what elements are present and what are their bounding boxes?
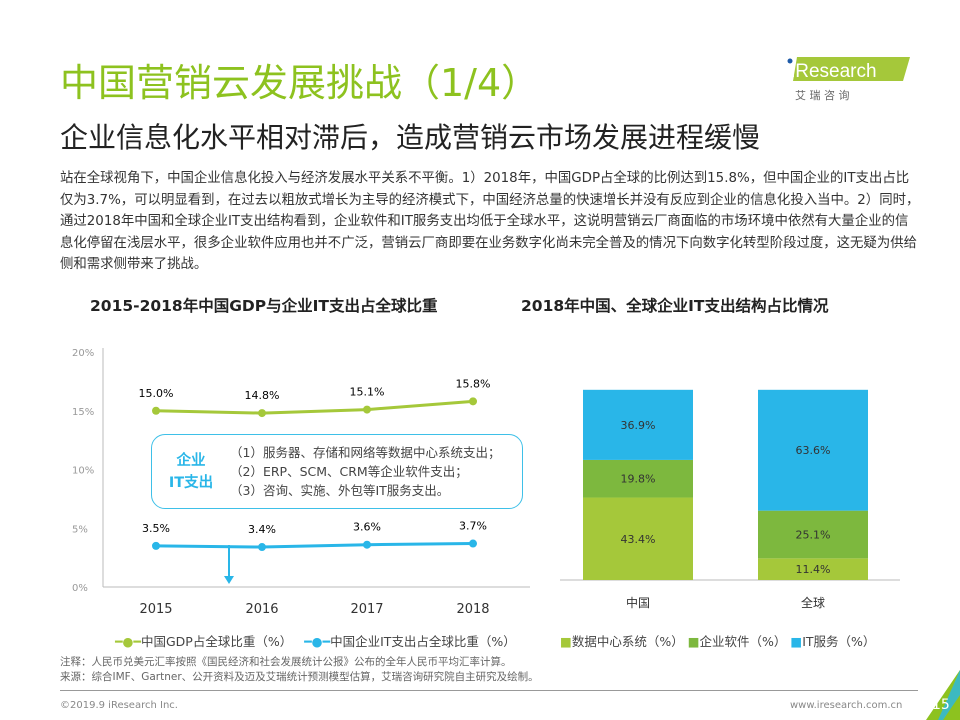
bar-label: 43.4% xyxy=(621,533,656,546)
x-tick-label: 2018 xyxy=(456,602,489,617)
bar-label: 19.8% xyxy=(621,473,656,486)
it-spending-infobox: 企业 IT支出 （1）服务器、存储和网络等数据中心系统支出； （2）ERP、SCM… xyxy=(151,434,523,509)
data-point xyxy=(469,539,477,548)
bar-segment xyxy=(583,497,693,580)
data-label: 3.6% xyxy=(353,521,381,534)
infobox-head-1: 企业 xyxy=(176,453,206,469)
page-title: 中国营销云发展挑战（1/4） xyxy=(60,61,540,105)
legend-square-icon: ■ xyxy=(790,634,803,649)
bar-segment xyxy=(583,389,693,460)
data-label: 15.8% xyxy=(456,377,491,390)
data-label: 3.5% xyxy=(142,522,170,535)
y-tick-label: 20% xyxy=(72,348,94,359)
logo-cn: 艾 瑞 咨 询 xyxy=(795,88,850,102)
data-point xyxy=(363,405,371,414)
data-label: 3.7% xyxy=(459,520,487,533)
bar-chart-title: 2018年中国、全球企业IT支出结构占比情况 xyxy=(521,297,829,315)
bar-label: 63.6% xyxy=(796,444,831,457)
bar-category-label: 全球 xyxy=(801,595,825,610)
x-tick-label: 2017 xyxy=(350,602,383,617)
footer-divider xyxy=(60,690,918,691)
data-point xyxy=(363,540,371,549)
data-point xyxy=(258,409,266,418)
infobox-item: （2）ERP、SCM、CRM等企业软件支出； xyxy=(230,464,468,479)
bar-label: 11.4% xyxy=(796,563,831,576)
infobox-item: （1）服务器、存储和网络等数据中心系统支出； xyxy=(230,445,501,460)
page-subtitle: 企业信息化水平相对滞后，造成营销云市场发展进程缓慢 xyxy=(60,121,761,154)
x-tick-label: 2016 xyxy=(245,602,278,617)
bar-label: 36.9% xyxy=(621,419,656,432)
logo-text: iResearch xyxy=(791,61,877,82)
legend-label: 中国企业IT支出占全球比重（%） xyxy=(330,634,516,649)
line-chart-title: 2015-2018年中国GDP与企业IT支出占全球比重 xyxy=(90,297,438,315)
legend-line-green-icon: ━●━ xyxy=(115,634,141,649)
bar-segment xyxy=(758,389,868,511)
note-text: 注释：人民币兑美元汇率按照《国民经济和社会发展统计公报》公布的全年人民币平均汇率… xyxy=(60,656,512,668)
bar-legend: ■数据中心系统（%） ■企业软件（%） ■IT服务（%） xyxy=(560,631,875,650)
y-tick-label: 10% xyxy=(72,466,94,477)
data-point xyxy=(258,543,266,552)
data-point xyxy=(152,541,160,550)
bar-category-label: 中国 xyxy=(626,595,650,610)
legend-label: IT服务（%） xyxy=(802,634,876,649)
bar-label: 25.1% xyxy=(796,528,831,541)
corner-decoration xyxy=(926,670,960,720)
page-number: 15 xyxy=(932,697,950,713)
website-link[interactable]: www.iresearch.com.cn xyxy=(790,700,903,711)
infobox-head-2: IT支出 xyxy=(168,475,214,491)
legend-label: 企业软件（%） xyxy=(699,634,787,649)
bar-segment xyxy=(758,558,868,580)
series-line xyxy=(155,399,474,415)
line-legend: ━●━中国GDP占全球比重（%） ━●━中国企业IT支出占全球比重（%） xyxy=(115,631,516,650)
legend-square-icon: ■ xyxy=(560,634,572,649)
infobox-item: （3）咨询、实施、外包等IT服务支出。 xyxy=(230,483,450,498)
legend-line-blue-icon: ━●━ xyxy=(304,634,331,649)
y-tick-label: 0% xyxy=(72,583,88,594)
data-point xyxy=(152,406,160,415)
arrow-down-icon xyxy=(224,576,234,584)
legend-label: 中国GDP占全球比重（%） xyxy=(140,634,293,649)
iresearch-logo: iResearch 艾 瑞 咨 询 xyxy=(787,57,910,102)
source-text: 来源：综合IMF、Gartner、公开资料及迈及艾瑞统计预测模型估算，艾瑞咨询研… xyxy=(60,671,539,683)
bar-segment xyxy=(583,459,693,498)
y-tick-label: 5% xyxy=(72,524,88,535)
series-line xyxy=(155,542,474,549)
legend-square-icon: ■ xyxy=(687,634,700,649)
body-paragraph: 站在全球视角下，中国企业信息化投入与经济发展水平关系不平衡。1）2018年，中国… xyxy=(60,171,920,272)
data-label: 14.8% xyxy=(245,389,280,402)
bar-segment xyxy=(758,510,868,559)
x-tick-label: 2015 xyxy=(139,602,172,617)
y-tick-label: 15% xyxy=(72,407,94,418)
data-label: 15.1% xyxy=(350,386,385,399)
legend-label: 数据中心系统（%） xyxy=(571,634,684,649)
data-label: 15.0% xyxy=(139,387,174,400)
data-point xyxy=(469,397,477,406)
copyright: ©2019.9 iResearch Inc. xyxy=(60,700,178,711)
data-label: 3.4% xyxy=(248,523,276,536)
